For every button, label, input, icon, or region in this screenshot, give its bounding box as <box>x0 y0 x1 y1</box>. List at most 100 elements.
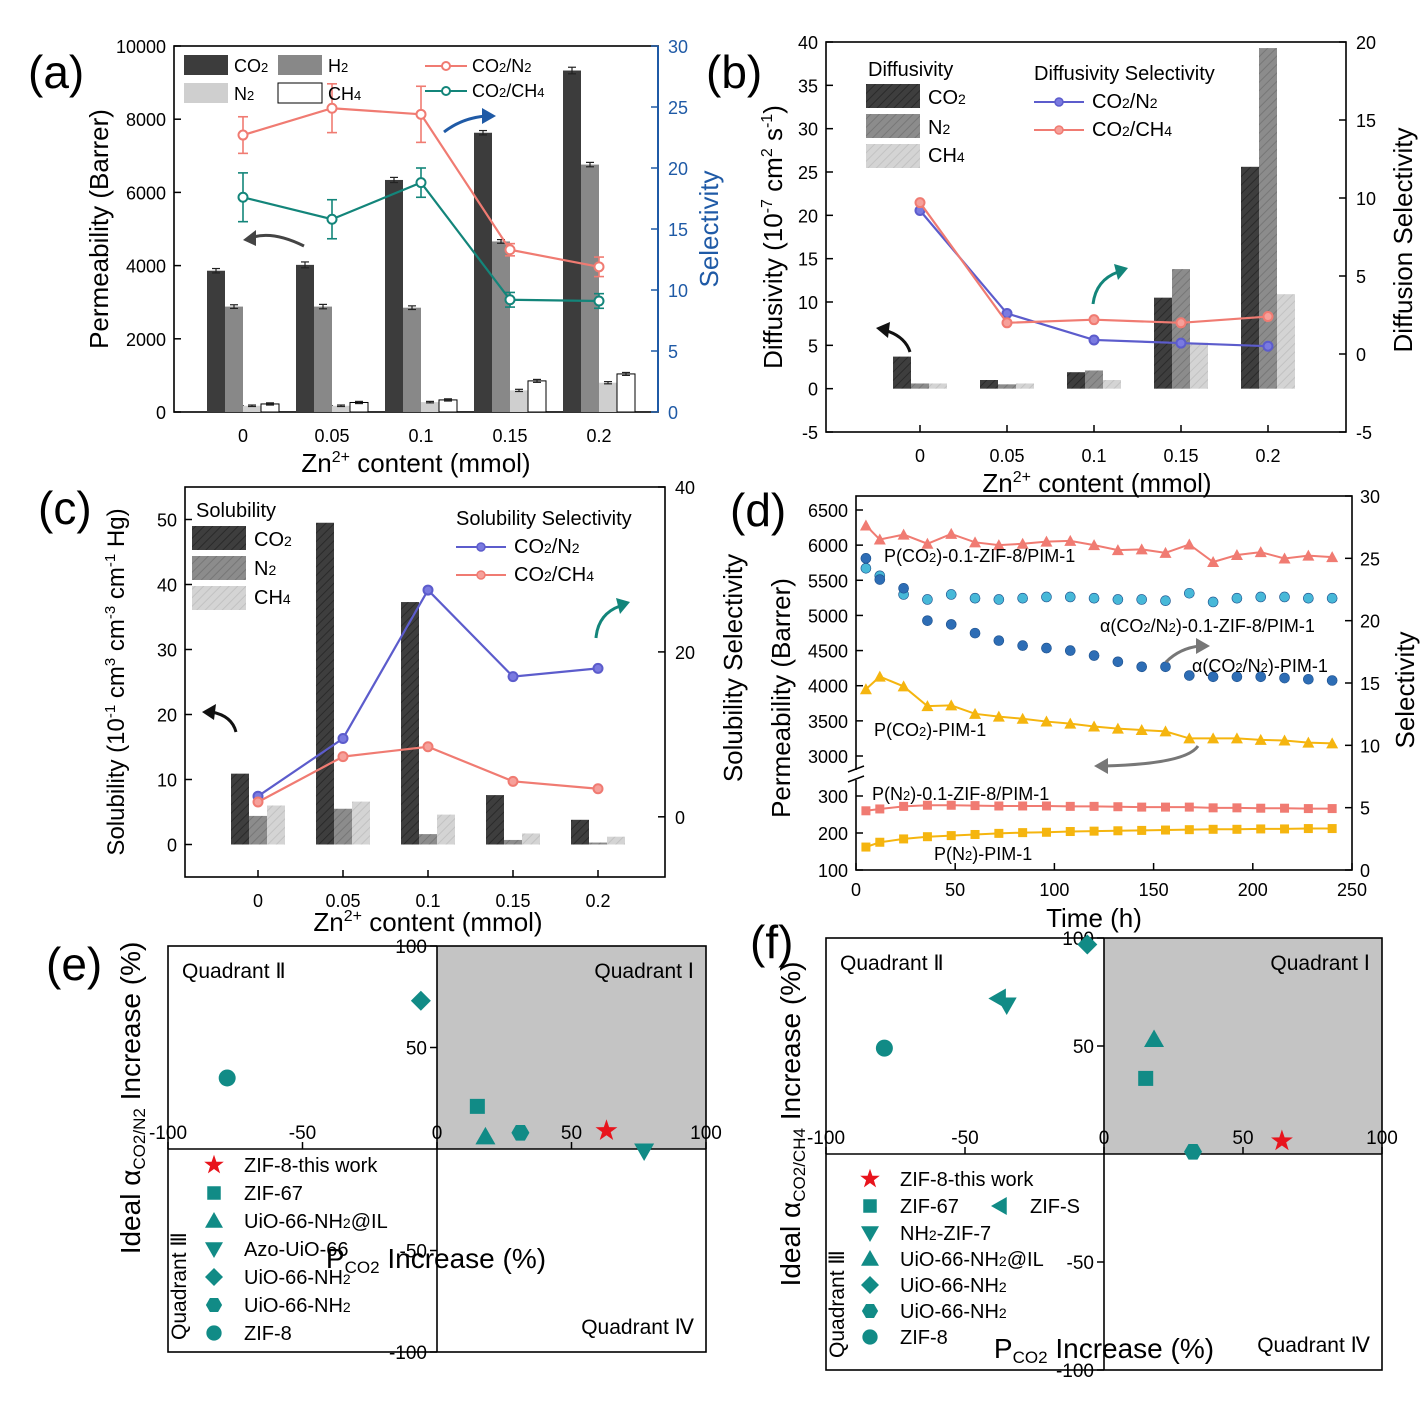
label-alpha-pim: α(CO2/N2)-PIM-1 <box>1192 656 1328 676</box>
x-axis-label-c: Zn2+ content (mmol) <box>313 907 542 937</box>
legend-label: UiO-66-NH2 <box>244 1267 351 1289</box>
series-point <box>1040 535 1053 547</box>
legend-label-b-co2ch4: CO2/CH4 <box>1092 119 1172 141</box>
series-point <box>897 528 910 540</box>
series-point <box>1016 712 1029 724</box>
arrow-right-a-head <box>482 108 496 124</box>
line-point <box>415 108 427 120</box>
legend-title-b-right: Diffusivity Selectivity <box>1034 63 1215 85</box>
panel-letter-e: (e) <box>46 938 102 990</box>
series-point <box>994 828 1004 838</box>
x-tick-label: 0 <box>432 1123 443 1144</box>
y2-tick-label: 10 <box>668 281 688 301</box>
panel-letter-b: (b) <box>706 46 762 98</box>
legend-text: UiO-66-NH <box>900 1249 999 1271</box>
label-pn2-zif: P(N2)-0.1-ZIF-8/PIM-1 <box>872 784 1049 804</box>
series-point <box>1137 802 1147 812</box>
quadrant-label-2: Quadrant Ⅱ <box>840 952 944 975</box>
legend-marker-co2ch4 <box>441 86 451 96</box>
marker-triangle-up <box>861 1250 879 1266</box>
y2-tick-label: 15 <box>668 220 688 240</box>
line-point <box>237 191 249 203</box>
series-point <box>1208 824 1218 834</box>
y2-tick-label: 20 <box>1360 612 1380 632</box>
y2-tick-label: 20 <box>675 643 695 663</box>
marker-square <box>207 1186 221 1200</box>
series-point <box>1161 802 1171 812</box>
marker-circle <box>218 1069 236 1087</box>
y-tick-label: 50 <box>406 1039 427 1060</box>
bar-n2 <box>334 808 352 845</box>
series-point <box>994 801 1004 811</box>
legend-swatch-c-n2 <box>192 556 246 580</box>
y-axis-right-b: -5 0 5 10 15 20 <box>1339 33 1376 443</box>
series-point <box>1326 592 1338 604</box>
y-axis-label-e: Ideal αCO2/N2 Increase (%) <box>115 942 149 1255</box>
line-point <box>1088 314 1100 326</box>
series-point <box>1280 824 1290 834</box>
x-tick-label: -50 <box>951 1128 978 1149</box>
bar-ch4 <box>437 814 455 845</box>
legend-label-h2: H2 <box>328 56 348 76</box>
series-point <box>922 832 932 842</box>
legend-label: ZIF-S <box>1030 1196 1080 1218</box>
line-point <box>1175 337 1187 349</box>
arrow-left-a-head <box>243 230 256 246</box>
series-point <box>945 619 957 630</box>
y2-axis-label-b: Diffusion Selectivity <box>1388 128 1418 353</box>
legend-swatch-b-n2 <box>866 114 920 138</box>
legend-label-co2n2: CO2/N2 <box>472 56 531 76</box>
bar-n2 <box>332 405 350 412</box>
marker-diamond <box>410 990 431 1011</box>
line-point <box>593 261 605 273</box>
bar-ch4 <box>522 833 540 845</box>
arrow-right-c-head <box>616 598 630 614</box>
series-point <box>969 536 982 548</box>
y-tick-label: 100 <box>395 937 427 958</box>
y-tick-label: 40 <box>798 33 818 53</box>
line-point <box>237 129 249 141</box>
quadrant-label-1: Quadrant Ⅰ <box>1270 952 1370 975</box>
marker-triangle-down <box>634 1143 655 1162</box>
plot-frame-c <box>184 486 666 878</box>
line-point <box>507 671 519 683</box>
line-point <box>415 177 427 189</box>
series-point <box>1041 642 1052 654</box>
y-tick-label: 4500 <box>808 642 848 662</box>
bar-n2 <box>249 815 267 845</box>
series-point <box>1018 801 1028 811</box>
series-point <box>1207 671 1219 683</box>
legend-label-n2: N2 <box>234 84 254 104</box>
bar-co2 <box>980 380 998 389</box>
y2-tick-label: 40 <box>675 478 695 498</box>
series-point <box>1040 715 1053 727</box>
y2-tick-label: 5 <box>1360 799 1370 819</box>
axis-break-gap <box>850 770 862 780</box>
series-point <box>1088 650 1100 661</box>
marker-circle <box>862 1329 878 1345</box>
line-point <box>1262 311 1274 323</box>
y2-axis-label-c: Solubility Selectivity <box>718 554 748 782</box>
arrow-right-c <box>594 604 621 639</box>
marker-star <box>204 1154 224 1174</box>
x-tick-label: 0.2 <box>1255 446 1280 466</box>
bar-co2 <box>563 70 581 412</box>
bar-co2 <box>486 795 504 845</box>
bar-ch4 <box>352 801 370 845</box>
line-point <box>337 751 349 763</box>
y-tick-label: -5 <box>802 423 818 443</box>
y-tick-label: 30 <box>157 641 177 661</box>
x-tick-label: 0.15 <box>1163 446 1198 466</box>
x-tick-label: 0 <box>1099 1128 1110 1149</box>
legend-subscript: 2 <box>999 1305 1007 1321</box>
marker-triangle-up <box>475 1126 496 1145</box>
series-point <box>1326 551 1339 563</box>
y2-tick-label: 25 <box>1360 549 1380 569</box>
line-point <box>1001 317 1013 329</box>
x-tick-label: -100 <box>149 1123 187 1144</box>
series-point <box>873 670 886 682</box>
series-point <box>1303 824 1313 834</box>
series-point <box>969 707 982 719</box>
series-point <box>993 635 1005 646</box>
